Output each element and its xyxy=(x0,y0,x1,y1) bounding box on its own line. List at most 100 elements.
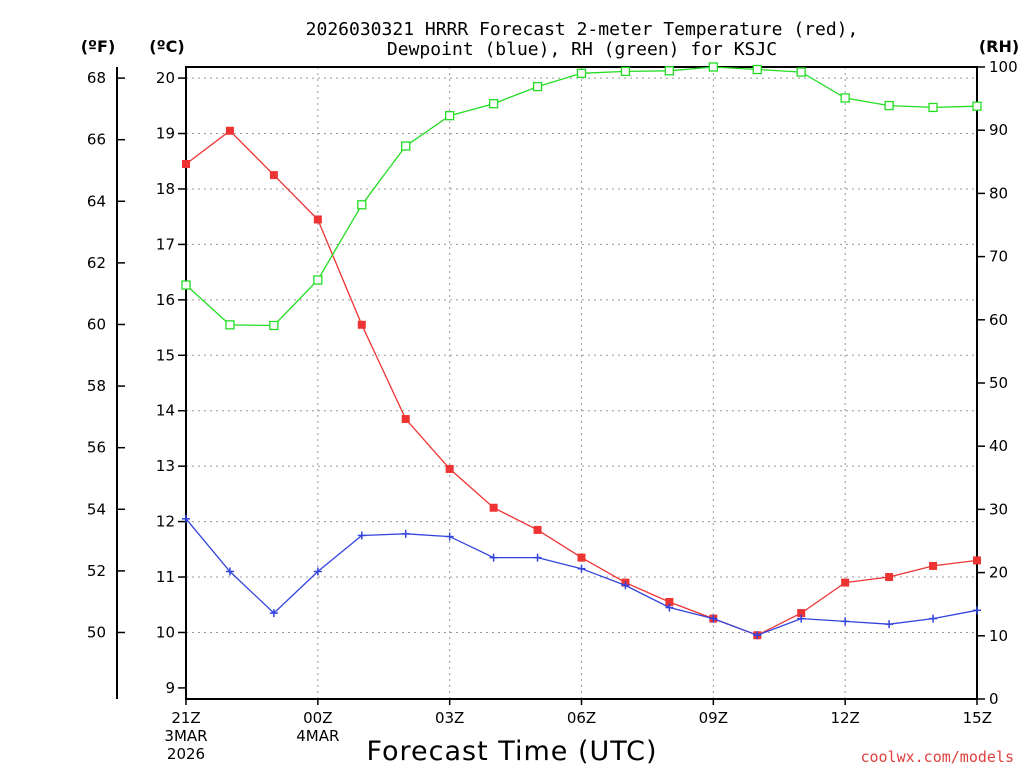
rh-tick-label: 50 xyxy=(989,374,1008,392)
unit-label-rh: (RH) xyxy=(979,37,1019,56)
fahrenheit-tick-label: 52 xyxy=(87,562,106,580)
x-tick-label: 06Z xyxy=(567,709,596,727)
dewpoint-point xyxy=(665,603,674,612)
celsius-tick-label: 11 xyxy=(156,568,175,586)
dewpoint-point xyxy=(269,609,278,618)
fahrenheit-tick-label: 56 xyxy=(87,439,106,457)
watermark: coolwx.com/models xyxy=(860,748,1014,766)
rh-point xyxy=(225,320,235,330)
temperature-point xyxy=(225,126,234,135)
x-tick-date-label: 4MAR xyxy=(296,727,339,745)
dewpoint-point xyxy=(885,620,894,629)
celsius-tick-label: 17 xyxy=(156,235,175,253)
temperature-point xyxy=(182,160,190,169)
dewpoint-point xyxy=(797,614,806,623)
rh-point xyxy=(576,68,587,78)
x-tick-year-label: 2026 xyxy=(167,745,205,763)
rh-tick-label: 60 xyxy=(989,311,1008,329)
temperature-point xyxy=(489,503,498,512)
x-tick-label: 12Z xyxy=(830,709,859,727)
rh-point xyxy=(445,111,455,121)
x-tick-label: 09Z xyxy=(699,709,728,727)
fahrenheit-tick-label: 54 xyxy=(87,500,106,518)
dewpoint-point xyxy=(753,631,762,640)
unit-label-fahrenheit: (ºF) xyxy=(81,37,116,56)
dewpoint-point xyxy=(973,606,981,615)
dewpoint-point xyxy=(709,614,718,623)
dewpoint-point xyxy=(401,529,410,538)
rh-point xyxy=(620,66,631,77)
celsius-tick-label: 9 xyxy=(165,679,175,697)
rh-point xyxy=(928,102,938,113)
rh-point xyxy=(181,280,191,290)
rh-point xyxy=(840,93,850,103)
dewpoint-point xyxy=(225,567,234,576)
gridlines xyxy=(186,67,977,699)
rh-tick-label: 10 xyxy=(989,627,1008,645)
x-tick-label: 03Z xyxy=(435,709,464,727)
rh-point xyxy=(357,200,367,210)
x-tick-label: 21Z xyxy=(171,709,200,727)
x-tick-date-label: 3MAR xyxy=(164,727,207,745)
plot-frame xyxy=(185,66,978,700)
celsius-tick-label: 10 xyxy=(156,623,175,641)
celsius-tick-label: 15 xyxy=(156,346,175,364)
rh-tick-label: 80 xyxy=(989,184,1008,202)
rh-point xyxy=(752,64,762,75)
rh-tick-label: 70 xyxy=(989,248,1008,266)
temperature-point xyxy=(973,556,981,565)
rh-tick-label: 90 xyxy=(989,121,1008,139)
x-tick-label: 00Z xyxy=(303,709,332,727)
rh-point xyxy=(708,62,718,72)
rh-tick-label: 20 xyxy=(989,564,1008,582)
celsius-tick-label: 18 xyxy=(156,180,175,198)
dewpoint-point xyxy=(533,553,542,562)
rh-point xyxy=(488,99,499,109)
fahrenheit-tick-label: 60 xyxy=(87,315,106,333)
temperature-point xyxy=(885,573,894,582)
x-tick-label: 15Z xyxy=(963,709,992,727)
fahrenheit-tick-label: 66 xyxy=(87,131,106,149)
celsius-tick-label: 13 xyxy=(156,457,175,475)
celsius-tick-label: 14 xyxy=(156,402,175,420)
rh-point xyxy=(796,67,806,77)
rh-point xyxy=(884,100,894,111)
rh-point xyxy=(664,66,675,76)
rh-point xyxy=(532,81,543,92)
fahrenheit-tick-label: 58 xyxy=(87,377,106,395)
rh-tick-label: 30 xyxy=(989,500,1008,518)
rh-tick-label: 100 xyxy=(989,58,1018,76)
celsius-tick-label: 16 xyxy=(156,291,175,309)
temperature-point xyxy=(357,320,366,329)
temperature-point xyxy=(401,415,410,424)
temperature-point xyxy=(841,578,850,587)
temperature-point xyxy=(445,464,454,473)
rh-point xyxy=(972,101,982,111)
fahrenheit-tick-label: 68 xyxy=(87,69,106,87)
dewpoint-point xyxy=(621,581,630,590)
dewpoint-point xyxy=(357,531,366,540)
rh-point xyxy=(269,320,279,331)
dewpoint-point xyxy=(577,564,586,573)
rh-point xyxy=(401,141,411,151)
temperature-point xyxy=(533,525,542,534)
rh-tick-label: 0 xyxy=(989,690,999,708)
dewpoint-point xyxy=(489,553,498,562)
temperature-point xyxy=(577,553,586,562)
celsius-tick-label: 19 xyxy=(156,125,175,143)
chart-title-line1: 2026030321 HRRR Forecast 2-meter Tempera… xyxy=(306,19,859,40)
fahrenheit-tick-label: 62 xyxy=(87,254,106,272)
temperature-point xyxy=(797,609,806,618)
chart-title-line2: Dewpoint (blue), RH (green) for KSJC xyxy=(387,39,777,60)
dewpoint-point xyxy=(929,614,938,623)
unit-label-celsius: (ºC) xyxy=(149,37,184,56)
celsius-tick-label: 20 xyxy=(156,69,175,87)
rh-point xyxy=(313,275,323,285)
dewpoint-point xyxy=(841,617,850,626)
fahrenheit-tick-label: 64 xyxy=(87,192,106,210)
celsius-tick-label: 12 xyxy=(156,513,175,531)
dewpoint-point xyxy=(445,532,454,541)
data-series xyxy=(181,62,982,640)
